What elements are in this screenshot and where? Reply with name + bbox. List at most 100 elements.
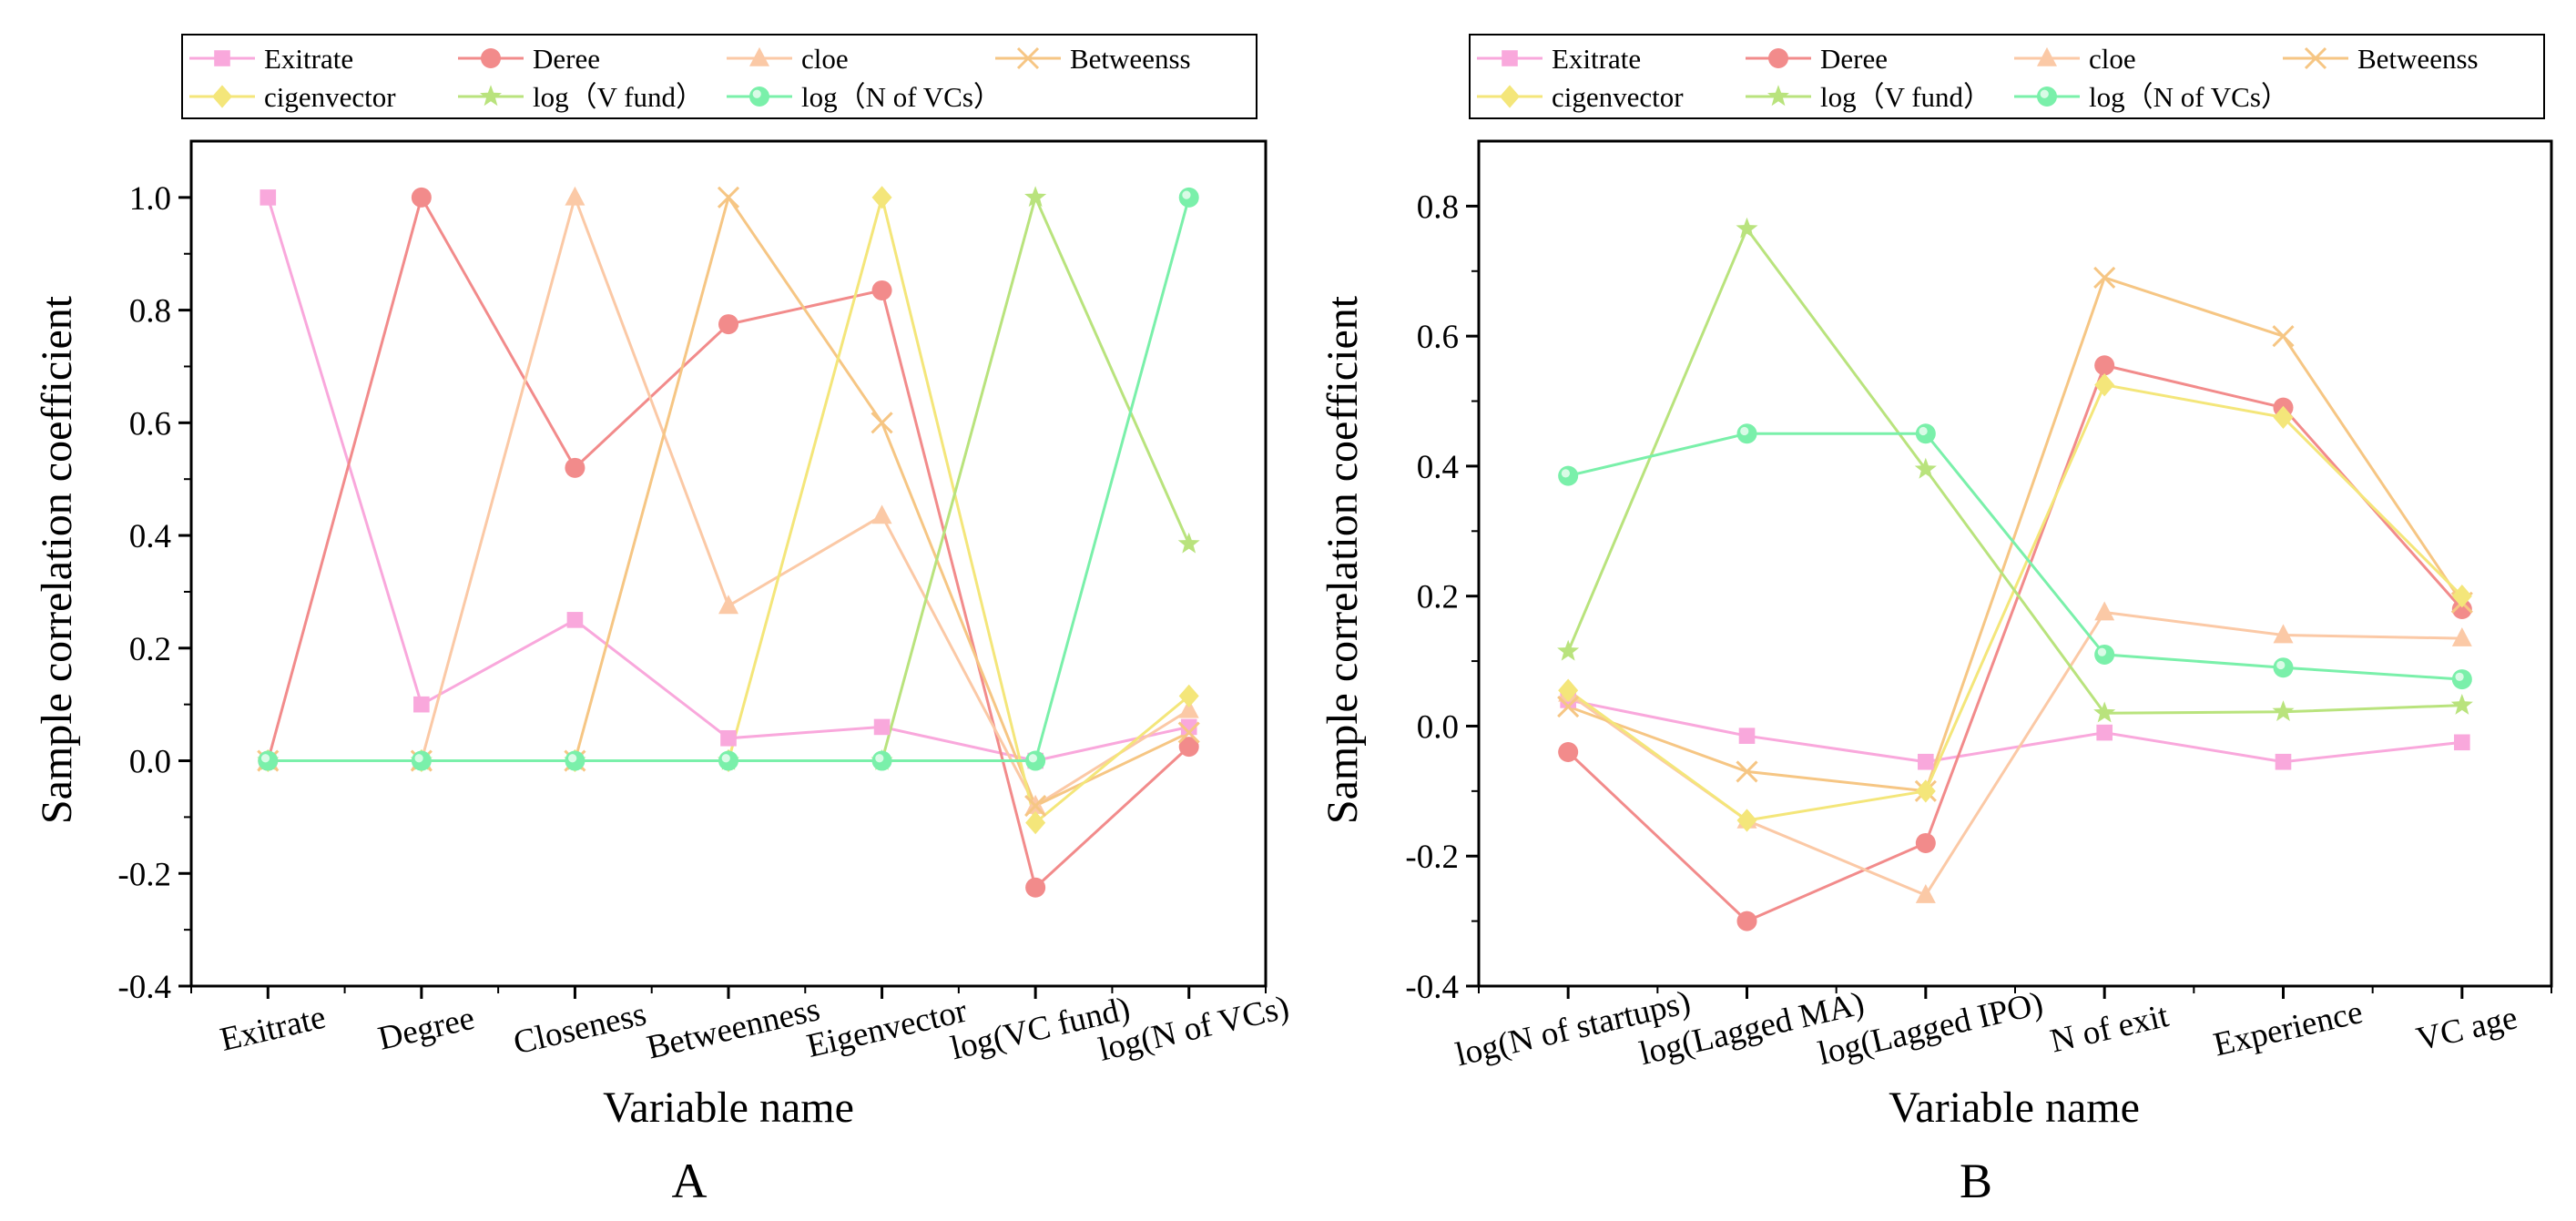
data-point: [2451, 598, 2472, 619]
legend-marker: [1768, 48, 1788, 68]
series-cigenvector: [268, 191, 1190, 826]
data-point: [873, 718, 891, 736]
y-tick-label: 0.6: [129, 405, 171, 443]
y-tick-label: 0.6: [1417, 319, 1459, 356]
data-point: [2272, 325, 2295, 348]
legend-marker: [1767, 85, 1789, 107]
data-point: [1558, 678, 1579, 702]
data-point: [1558, 465, 1579, 486]
data-point: [1915, 832, 1936, 853]
data-point: [2094, 644, 2115, 665]
series-cigenvector: [1567, 383, 2463, 822]
series-group: [257, 186, 1200, 898]
legend-item-log-v-fund: log（V fund）: [458, 81, 704, 113]
markers-log-n-of-vcs: [258, 187, 1199, 771]
data-point: [1915, 779, 1936, 803]
data-point: [871, 412, 893, 434]
data-point: [871, 186, 892, 209]
data-point: [2451, 669, 2472, 690]
data-point: [717, 186, 740, 209]
x-tick-label-closeness: Closeness: [510, 995, 649, 1062]
series-betweenss: [268, 194, 1190, 809]
data-point: [1178, 187, 1199, 208]
x-tick-label-betweenness: Betweenness: [644, 991, 823, 1066]
data-point: [258, 750, 279, 771]
legend: Exitrate Deree cloe Betweenss cigenvector log…: [1469, 34, 2545, 119]
data-point: [565, 457, 585, 478]
legend-item-cigenvector: cigenvector: [189, 81, 396, 113]
data-point: [2273, 624, 2294, 644]
data-point: [1736, 911, 1757, 931]
legend-marker: [2304, 46, 2327, 70]
legend-label: Deree: [1820, 43, 1888, 75]
series-cloe: [268, 193, 1190, 809]
legend-label: log（N of VCs）: [801, 81, 1002, 113]
legend-label: Exitrate: [1552, 43, 1641, 75]
y-axis-title: Sample correlation coefficient: [33, 295, 81, 824]
legend-item-deree: Deree: [1746, 43, 1888, 75]
legend-item-betweenss: Betweenss: [995, 43, 1191, 75]
y-axis: -0.4 -0.2 0.0 0.2 0.4 0.6 0.8: [1405, 188, 1479, 1006]
data-point: [1178, 698, 1199, 718]
data-point: [1914, 457, 1937, 479]
data-point: [1736, 423, 1757, 444]
legend-label: cloe: [2089, 43, 2136, 75]
y-tick-label: 0.2: [129, 631, 171, 668]
series-log-n-of-vcs: [268, 197, 1191, 762]
series-line: [268, 191, 1190, 826]
data-point: [1736, 760, 1758, 783]
markers-log-n-of-vcs: [1558, 423, 2472, 690]
plot-frame: [189, 139, 1268, 988]
data-point: [411, 750, 432, 771]
x-tick-label-experience: Experience: [2210, 993, 2366, 1063]
legend-item-cigenvector: cigenvector: [1477, 81, 1684, 113]
data-point: [718, 314, 738, 335]
data-point: [1178, 684, 1199, 708]
series-line: [1566, 226, 2462, 715]
markers-betweenss: [1557, 266, 2473, 802]
legend-label: log（N of VCs）: [2089, 81, 2289, 113]
legend-label: cloe: [801, 43, 849, 75]
series-line: [1567, 698, 2462, 764]
series-line: [268, 197, 1191, 762]
data-point: [1025, 810, 1046, 835]
data-point: [1738, 728, 1756, 744]
data-point: [565, 186, 585, 206]
data-point: [1024, 186, 1047, 208]
markers-log-v-fund: [257, 186, 1200, 770]
legend-item-log-v-fund: log（V fund）: [1746, 81, 1991, 113]
series-betweenss: [1567, 276, 2464, 793]
data-point: [1558, 742, 1579, 763]
legend-marker: [214, 50, 230, 66]
series-line: [268, 193, 1191, 762]
data-point: [260, 189, 277, 206]
data-point: [718, 750, 738, 771]
data-point: [1177, 721, 1200, 744]
y-tick-label: -0.4: [1405, 969, 1459, 1006]
data-point: [720, 729, 737, 747]
y-tick-label: 0.0: [1417, 708, 1459, 746]
legend-label: cigenvector: [264, 81, 396, 113]
data-point: [411, 187, 432, 208]
series-line: [1567, 363, 2463, 923]
markers-exitrate: [1560, 692, 2470, 770]
data-point: [1178, 737, 1199, 758]
series-line: [266, 197, 1190, 763]
legend-label: Betweenss: [2357, 43, 2479, 75]
data-point: [413, 696, 430, 713]
x-tick-label-n-of-exit: N of exit: [2047, 997, 2173, 1061]
legend-marker: [212, 85, 232, 108]
y-tick-label: -0.2: [117, 856, 171, 893]
data-point: [1557, 639, 1580, 661]
y-axis: -0.4 -0.2 0.0 0.2 0.4 0.6 0.8 1.0: [117, 180, 191, 1006]
y-tick-label: 1.0: [129, 180, 171, 218]
series-line: [268, 194, 1190, 809]
panel-b: Exitrate Deree cloe Betweenss cigenvector log…: [1319, 34, 2553, 1208]
data-point: [565, 750, 585, 771]
legend-marker: [1016, 46, 1040, 70]
legend-item-exitrate: Exitrate: [1477, 43, 1641, 75]
legend-label: Betweenss: [1070, 43, 1191, 75]
data-point: [2094, 373, 2115, 397]
data-point: [871, 504, 892, 524]
